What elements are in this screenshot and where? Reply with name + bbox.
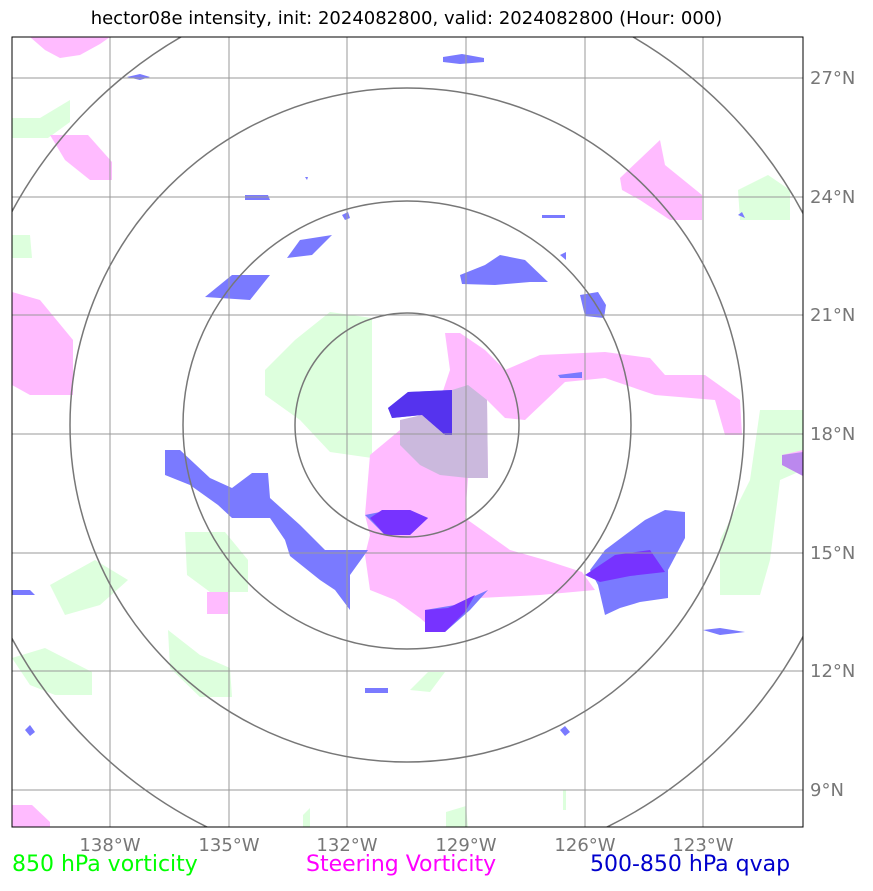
plot-frame (11, 36, 804, 828)
lat-tick: 24°N (810, 187, 855, 208)
legend-qvap: 500-850 hPa qvap (590, 852, 791, 877)
lat-tick: 12°N (810, 661, 855, 682)
lon-tick: 132°W (316, 835, 377, 856)
lat-tick: 27°N (810, 68, 855, 89)
lon-tick: 135°W (198, 835, 259, 856)
lon-tick-labels: 138°W 135°W 132°W 129°W 126°W 123°W (79, 835, 733, 856)
range-rings (12, 37, 803, 827)
lon-tick: 126°W (554, 835, 615, 856)
vorticity-850-layer (12, 100, 803, 827)
lat-tick: 15°N (810, 543, 855, 564)
gridlines (12, 37, 803, 827)
map-title: hector08e intensity, init: 2024082800, v… (90, 8, 723, 29)
legend-steering-vorticity: Steering Vorticity (306, 852, 497, 877)
lat-tick: 9°N (810, 780, 844, 801)
qvap-layer (12, 54, 745, 736)
lat-tick: 21°N (810, 305, 855, 326)
lat-tick: 18°N (810, 424, 855, 445)
lon-tick: 123°W (672, 835, 733, 856)
lat-tick-labels: 27°N 24°N 21°N 18°N 15°N 12°N 9°N (810, 68, 855, 801)
lon-tick: 129°W (435, 835, 496, 856)
legend-850-vorticity: 850 hPa vorticity (12, 852, 198, 877)
lon-tick: 138°W (79, 835, 140, 856)
